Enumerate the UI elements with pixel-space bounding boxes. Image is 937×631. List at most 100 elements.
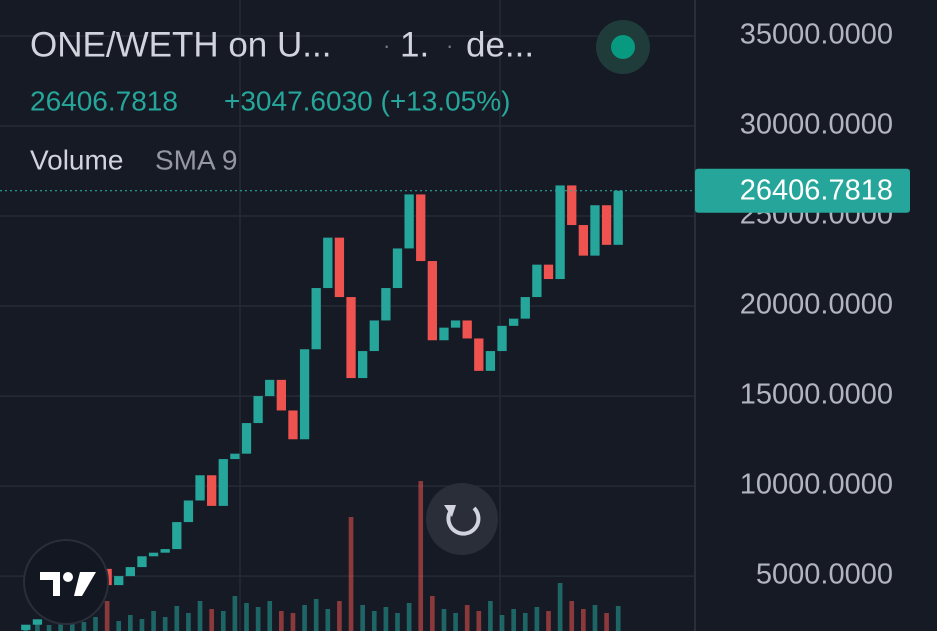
candle-body: [392, 248, 403, 289]
volume-bar: [255, 607, 261, 631]
volume-bar: [232, 596, 238, 631]
candle-body: [497, 325, 507, 352]
separator: ·: [446, 33, 453, 58]
volume-bar: [35, 623, 40, 631]
volume-bar: [615, 606, 621, 631]
interval: 1.: [400, 25, 429, 64]
candle-body: [485, 351, 496, 371]
candle-body: [450, 320, 461, 328]
indicator-setting: SMA 9: [155, 144, 237, 175]
candle-body: [323, 237, 333, 289]
candle-body: [21, 624, 31, 631]
volume-bar: [197, 601, 203, 631]
candle-body: [311, 288, 321, 350]
candle-body: [346, 297, 356, 379]
volume-bar: [279, 611, 284, 631]
volume-bar: [488, 601, 493, 631]
logo-mark: [74, 572, 96, 596]
candle-body: [462, 320, 472, 339]
y-tick-label: 20000.0000: [740, 289, 893, 321]
candle-body: [253, 396, 263, 424]
volume-bar: [546, 611, 551, 631]
candle-body: [183, 500, 194, 523]
volume-bar: [534, 607, 540, 631]
volume-bar: [511, 609, 516, 631]
candle-body: [358, 351, 368, 379]
exchange: de...: [466, 25, 534, 64]
volume-bar: [151, 611, 156, 631]
volume-bar: [69, 619, 75, 631]
candle-body: [439, 327, 449, 341]
volume-bar: [360, 605, 365, 631]
reset-button[interactable]: [426, 483, 498, 555]
reset-bg[interactable]: [426, 483, 498, 555]
volume-bar: [174, 606, 180, 631]
y-tick-label: 30000.0000: [740, 109, 893, 141]
volume-bar: [337, 601, 342, 631]
volume-bar: [604, 613, 609, 631]
logo-bg[interactable]: [23, 539, 109, 625]
candle-body: [509, 318, 519, 326]
candle-body: [334, 237, 345, 298]
candle-body: [172, 522, 182, 550]
volume-bar: [406, 603, 412, 631]
volume-bar: [128, 615, 133, 631]
candle-body: [381, 288, 391, 321]
candle-body: [148, 552, 159, 557]
candle-body: [532, 264, 542, 298]
status-dot: [611, 35, 635, 59]
volume-bar: [58, 621, 63, 631]
volume-bar: [430, 596, 435, 631]
volume-bar: [325, 609, 331, 631]
volume-bar: [592, 605, 598, 631]
volume-bar: [348, 517, 354, 631]
price-axis: 35000.000030000.000025000.000020000.0000…: [740, 19, 893, 591]
candle-body: [160, 549, 170, 553]
volume-bar: [93, 617, 98, 631]
candle-body: [601, 205, 612, 245]
volume-bar: [418, 481, 424, 631]
candle-body: [195, 475, 205, 501]
candle-body: [404, 194, 414, 249]
volume-bar: [209, 609, 214, 631]
candle-body: [578, 225, 588, 256]
volume-bar: [581, 609, 586, 631]
logo-dot: [63, 572, 73, 582]
candle-body: [590, 205, 600, 256]
header: ONE/WETH on U... · 1. · de... 26406.7818…: [30, 20, 650, 175]
last-price-label: 26406.7818: [740, 174, 893, 206]
candle-body: [241, 423, 252, 454]
volume-bar: [116, 621, 122, 631]
volume-bar: [139, 619, 145, 631]
volume-bar: [441, 609, 447, 631]
volume-bar: [220, 611, 226, 631]
tv-logo[interactable]: [23, 539, 109, 625]
candle-body: [114, 576, 124, 586]
candles: [21, 185, 623, 631]
volume-bar: [313, 599, 319, 631]
candle-body: [137, 556, 147, 568]
candle-body: [276, 379, 286, 411]
candle-body: [369, 320, 379, 352]
candle-body: [288, 410, 298, 440]
candle-body: [555, 185, 565, 280]
candle-body: [265, 379, 275, 397]
volume-bar: [569, 601, 575, 631]
candle-body: [230, 453, 240, 460]
y-tick-label: 35000.0000: [740, 19, 893, 51]
logo-mark: [40, 572, 60, 596]
candle-body: [520, 297, 530, 319]
volume-bar: [371, 611, 377, 631]
volume-bar: [464, 605, 470, 631]
candle-body: [474, 338, 484, 371]
volume-bar: [244, 603, 249, 631]
volume-pane: [23, 481, 621, 631]
candle-body: [207, 475, 217, 506]
candle-body: [567, 185, 577, 226]
volume-bar: [476, 611, 482, 631]
last-price: 26406.7818: [30, 85, 178, 116]
candle-body: [218, 459, 228, 506]
volume-bar: [453, 613, 458, 631]
volume-bar: [290, 613, 296, 631]
volume-bar: [522, 613, 528, 631]
